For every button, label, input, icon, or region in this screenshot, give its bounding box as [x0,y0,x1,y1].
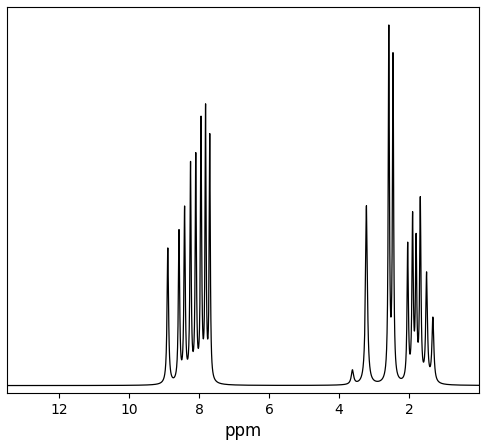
X-axis label: ppm: ppm [225,422,261,440]
